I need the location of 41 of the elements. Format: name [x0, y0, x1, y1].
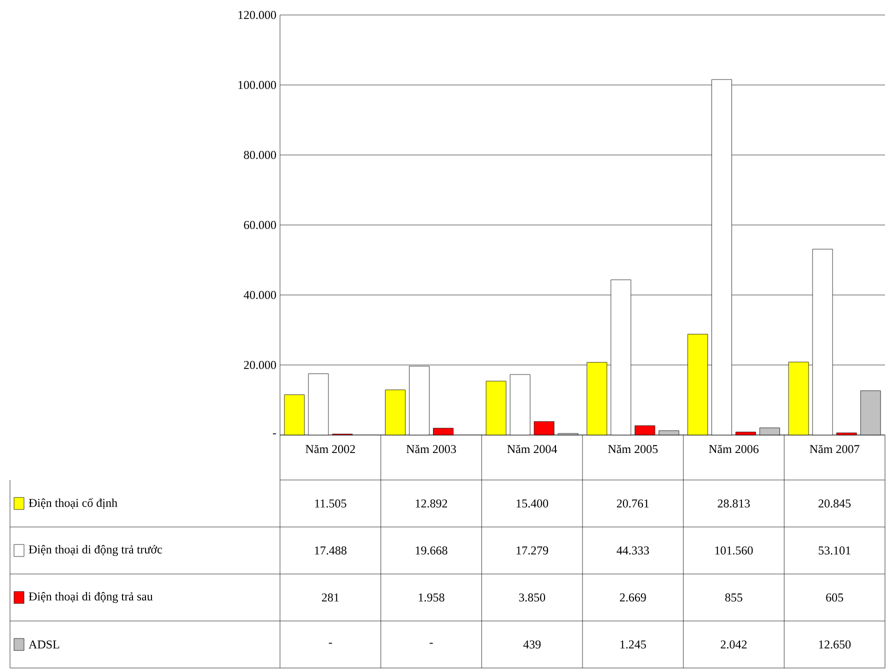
data-label: 855: [725, 593, 742, 602]
data-label: 1.245: [620, 640, 646, 649]
data-label: 20.845: [818, 499, 851, 508]
y-tick-label: 60.000: [244, 220, 276, 230]
data-label: 3.850: [519, 593, 546, 602]
data-label: 12.650: [819, 640, 851, 649]
data-label: 17.488: [314, 546, 346, 555]
y-tick-label: 20.000: [244, 360, 276, 370]
text: -: [328, 642, 332, 644]
x-tick-label: Năm 2007: [810, 444, 860, 454]
x-tick-label: Năm 2003: [406, 444, 456, 454]
data-label: 12.892: [416, 499, 448, 508]
data-label: 439: [523, 640, 541, 649]
x-tick-label: Năm 2004: [507, 444, 558, 454]
y-tick-label: 120.000: [238, 10, 276, 20]
y-tick-label: -: [272, 433, 276, 434]
data-label: 19.668: [416, 546, 448, 555]
data-label: 11.505: [315, 499, 346, 508]
data-label: 15.400: [516, 499, 548, 508]
data-label: 605: [826, 593, 844, 602]
x-tick-label: Năm 2006: [708, 444, 759, 454]
y-tick-label: 40.000: [244, 290, 276, 300]
text: -: [430, 642, 433, 644]
data-label: 281: [322, 593, 339, 602]
x-tick-label: Năm 2002: [306, 444, 355, 454]
data-label: 28.813: [718, 499, 750, 508]
data-label: 2.669: [620, 593, 646, 602]
y-tick-label: 100.000: [238, 80, 276, 90]
data-label: 2.042: [720, 640, 747, 649]
legend-label: Điện thoại cố định: [28, 498, 118, 509]
legend-label: Điện thoại di động trả trước: [28, 545, 162, 556]
data-label: 101.560: [715, 546, 753, 555]
data-label: 20.761: [616, 499, 649, 508]
y-tick-label: 80.000: [244, 150, 276, 160]
data-label: 44.333: [616, 546, 649, 555]
data-label: 53.101: [818, 546, 850, 555]
legend-label: ADSL: [28, 640, 60, 649]
data-label: 1.958: [418, 593, 444, 602]
data-label: 17.279: [516, 546, 548, 555]
x-tick-label: Năm 2005: [608, 444, 658, 454]
legend-label: Điện thoại di động trả sau: [28, 592, 153, 603]
